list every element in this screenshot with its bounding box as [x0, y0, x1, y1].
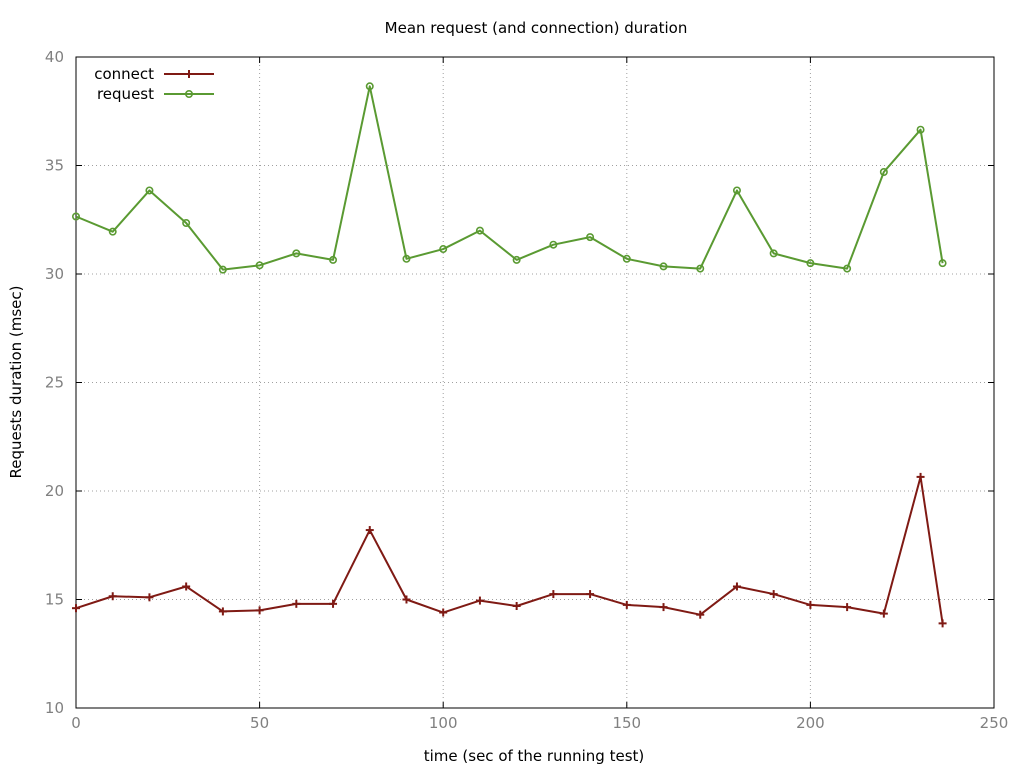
legend-marker: [185, 90, 194, 99]
legend: connect request: [94, 65, 214, 103]
connect-point: [365, 526, 374, 535]
request-point: [938, 259, 947, 268]
connect-point: [732, 582, 741, 591]
ticks: 0 50 100 150 200 250 10 15 20 25 30 35 40: [45, 48, 1008, 732]
connect-point: [512, 602, 521, 611]
x-tick-label: 150: [612, 714, 641, 732]
request-line: [75, 85, 944, 271]
x-tick-label: 250: [980, 714, 1009, 732]
x-tick-label: 50: [250, 714, 269, 732]
legend-label: connect: [94, 65, 154, 83]
request-point: [879, 168, 888, 177]
request-point: [255, 261, 264, 270]
connect-point: [586, 590, 595, 599]
y-tick-label: 20: [45, 482, 64, 500]
connect-point: [182, 582, 191, 591]
request-point: [732, 186, 741, 195]
legend-marker: [185, 70, 193, 78]
request-point: [292, 249, 301, 258]
connect-point: [549, 590, 558, 599]
y-tick-label: 15: [45, 591, 64, 609]
connect-point: [938, 619, 947, 628]
legend-entry-connect: connect: [94, 65, 214, 83]
connect-point: [218, 607, 227, 616]
connect-point: [622, 600, 631, 609]
request-point: [659, 262, 668, 271]
x-tick-label: 200: [796, 714, 825, 732]
y-tick-label: 25: [45, 374, 64, 392]
request-point: [402, 254, 411, 263]
chart-title: Mean request (and connection) duration: [385, 19, 688, 37]
request-point: [843, 264, 852, 273]
connect-point: [475, 596, 484, 605]
request-point: [218, 265, 227, 274]
request-point: [72, 212, 81, 221]
connect-point: [145, 593, 154, 602]
request-point: [439, 245, 448, 254]
request-point: [182, 219, 191, 228]
y-axis-label: Requests duration (msec): [7, 285, 25, 478]
x-tick-label: 100: [429, 714, 458, 732]
request-point: [365, 82, 374, 91]
y-tick-label: 10: [45, 699, 64, 717]
connect-point: [806, 600, 815, 609]
y-tick-label: 30: [45, 265, 64, 283]
request-point: [108, 227, 117, 236]
request-point: [806, 259, 815, 268]
connect-point: [329, 599, 338, 608]
connect-point: [916, 472, 925, 481]
grid: [76, 57, 994, 708]
connect-point: [879, 609, 888, 618]
series: [72, 82, 947, 628]
x-axis-label: time (sec of the running test): [424, 747, 645, 765]
legend-entry-request: request: [97, 85, 214, 103]
connect-point: [769, 590, 778, 599]
request-point: [549, 240, 558, 249]
connect-point: [72, 604, 80, 613]
series-request: [72, 82, 947, 274]
request-point: [769, 249, 778, 258]
connect-point: [843, 603, 852, 612]
connect-point: [659, 603, 668, 612]
connect-point: [108, 592, 117, 601]
x-tick-label: 0: [71, 714, 81, 732]
connect-point: [255, 606, 264, 615]
connect-line: [75, 475, 944, 624]
y-tick-label: 35: [45, 157, 64, 175]
request-point: [622, 254, 631, 263]
connect-point: [292, 599, 301, 608]
connect-point: [402, 595, 411, 604]
series-connect: [72, 472, 947, 628]
connect-point: [696, 610, 705, 619]
request-point: [586, 233, 595, 242]
request-point: [696, 264, 705, 273]
y-tick-label: 40: [45, 48, 64, 66]
request-point: [916, 125, 925, 134]
request-point: [475, 226, 484, 235]
request-point: [145, 186, 154, 195]
request-point: [329, 255, 338, 264]
legend-label: request: [97, 85, 154, 103]
request-point: [512, 255, 521, 264]
connect-point: [439, 608, 448, 617]
